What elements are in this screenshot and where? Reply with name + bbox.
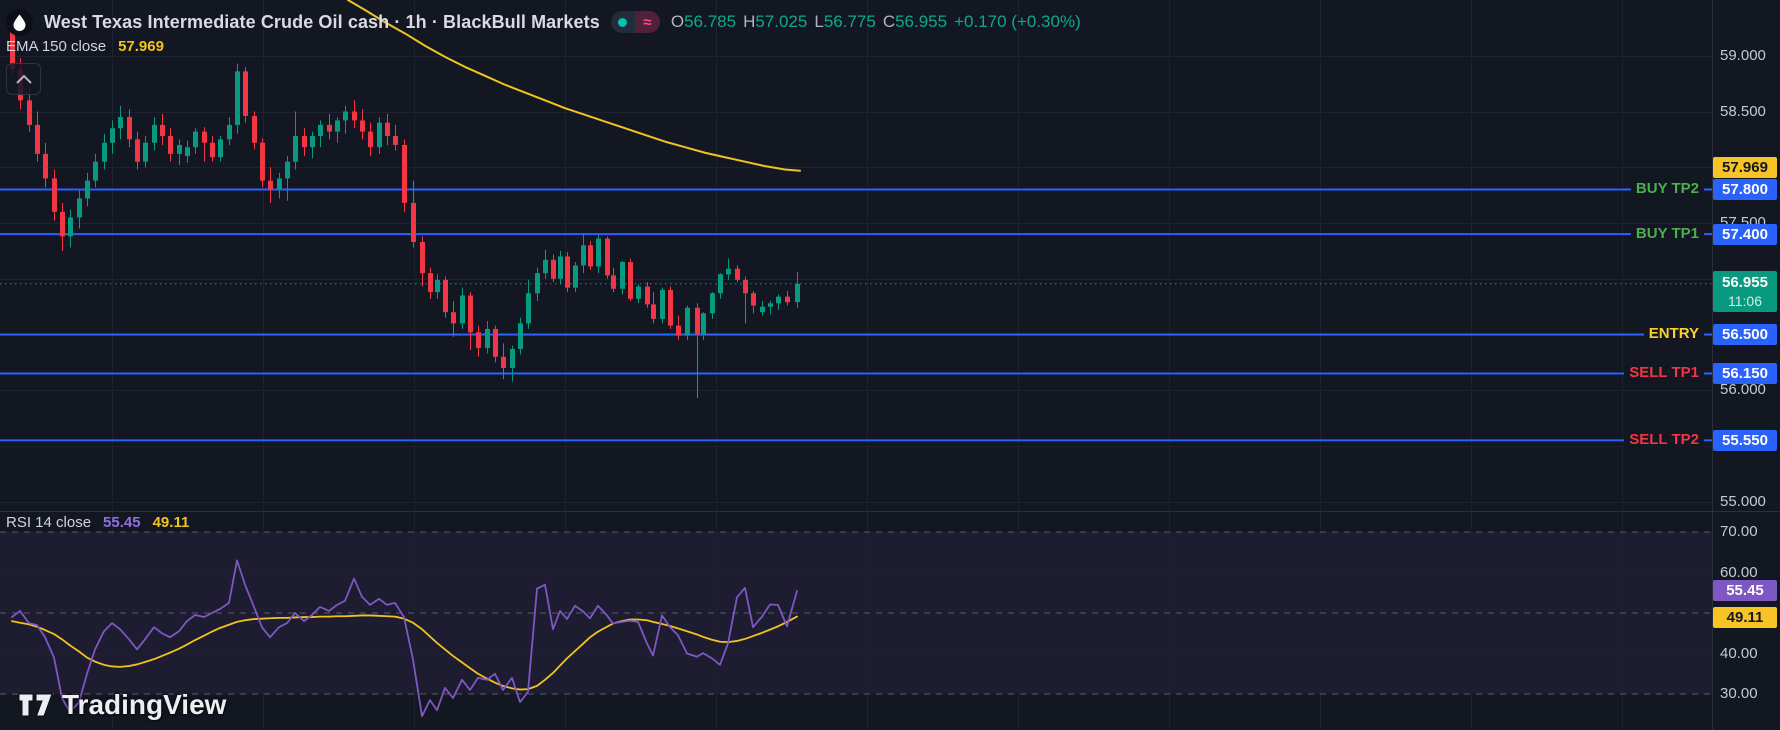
symbol-title[interactable]: West Texas Intermediate Crude Oil cash ·… <box>44 11 600 32</box>
symbol-legend: West Texas Intermediate Crude Oil cash ·… <box>6 8 1081 36</box>
delayed-data-icon: ≈ <box>634 11 660 33</box>
ema-legend[interactable]: EMA 150 close 57.969 <box>6 38 164 55</box>
ema-legend-value: 57.969 <box>118 38 164 55</box>
bar-countdown: 11:06 <box>1728 292 1762 309</box>
tradingview-logo-icon <box>18 693 53 717</box>
rsi-value-badge: 55.45 <box>1713 580 1777 601</box>
price-tick-59: 59.000 <box>1720 47 1766 64</box>
market-open-dot-icon <box>618 17 628 27</box>
buy-tp1-price-badge[interactable]: 57.400 <box>1713 224 1777 245</box>
rsi-legend-title: RSI 14 close <box>6 514 92 531</box>
price-tick-55: 55.000 <box>1720 493 1766 510</box>
sell-tp2-price-badge[interactable]: 55.550 <box>1713 430 1777 451</box>
last-price-value: 56.955 <box>1722 273 1768 291</box>
high-value: 57.025 <box>755 12 808 31</box>
price-tick-58-5: 58.500 <box>1720 103 1766 120</box>
last-price-badge[interactable]: 56.955 11:06 <box>1713 271 1777 312</box>
sell-tp2-line-label[interactable]: SELL TP2 <box>1624 430 1704 450</box>
watermark-text: TradingView <box>62 689 227 720</box>
ohlc-values: O56.785 H57.025 L56.775 C56.955 +0.170 (… <box>671 12 1081 32</box>
sell-tp1-price-badge[interactable]: 56.150 <box>1713 363 1777 384</box>
low-value: 56.775 <box>823 12 876 31</box>
rsi-legend-value: 55.45 <box>103 514 141 531</box>
tradingview-watermark: TradingView <box>18 689 226 721</box>
close-value: 56.955 <box>895 12 948 31</box>
market-status-badge[interactable]: ≈ <box>610 11 660 33</box>
open-label: O <box>670 12 685 31</box>
sell-tp1-line-label[interactable]: SELL TP1 <box>1624 363 1704 383</box>
low-label: L <box>814 12 824 31</box>
rsi-ma-value-badge: 49.11 <box>1713 607 1777 628</box>
buy-tp2-line-label[interactable]: BUY TP2 <box>1630 179 1704 199</box>
rsi-tick-60: 60.00 <box>1720 564 1758 581</box>
rsi-tick-70: 70.00 <box>1720 523 1758 540</box>
high-label: H <box>743 12 756 31</box>
close-label: C <box>882 12 896 31</box>
entry-price-badge[interactable]: 56.500 <box>1713 324 1777 345</box>
buy-tp2-price-badge[interactable]: 57.800 <box>1713 179 1777 200</box>
ema-price-badge: 57.969 <box>1713 157 1777 178</box>
chevron-up-icon <box>15 74 32 84</box>
open-value: 56.785 <box>684 12 737 31</box>
buy-tp1-line-label[interactable]: BUY TP1 <box>1630 224 1704 244</box>
price-tick-56: 56.000 <box>1720 381 1766 398</box>
ema-legend-title: EMA 150 close <box>6 38 107 55</box>
rsi-ma-legend-value: 49.11 <box>152 514 190 531</box>
change-value: +0.170 (+0.30%) <box>954 12 1081 31</box>
collapse-pane-button[interactable] <box>6 63 41 95</box>
oil-drop-icon <box>6 8 33 36</box>
rsi-legend[interactable]: RSI 14 close 55.45 49.11 <box>6 514 189 531</box>
rsi-tick-30: 30.00 <box>1720 685 1758 702</box>
entry-line-label[interactable]: ENTRY <box>1643 324 1704 344</box>
rsi-tick-40: 40.00 <box>1720 645 1758 662</box>
